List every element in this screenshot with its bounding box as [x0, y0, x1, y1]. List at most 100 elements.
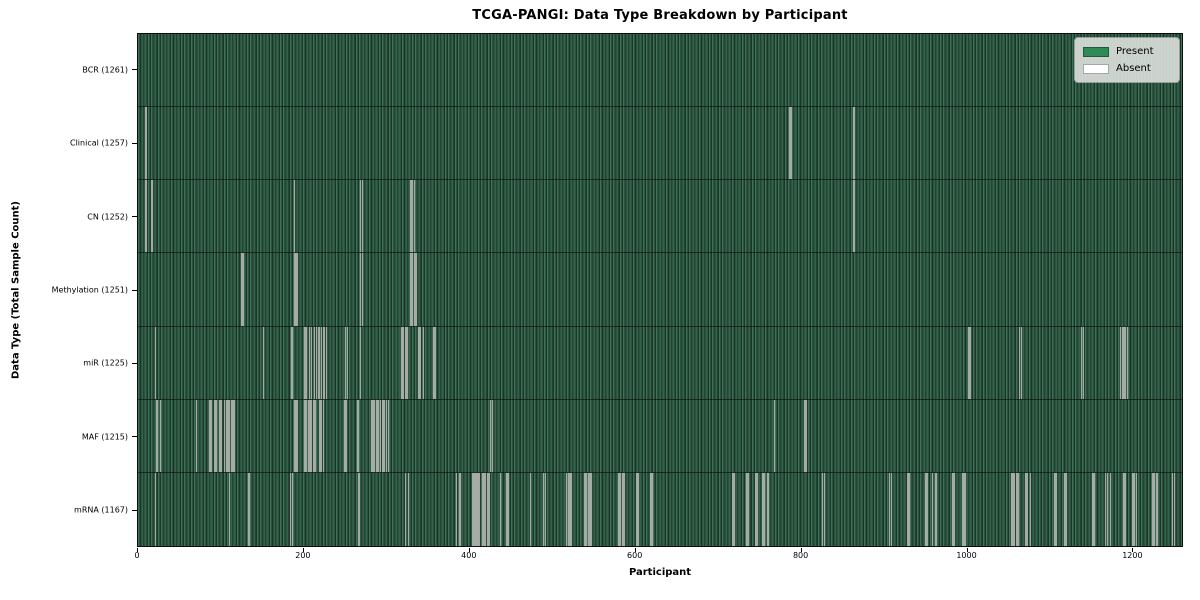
absent-line: [756, 472, 758, 546]
absent-line: [569, 472, 571, 546]
absent-line: [951, 472, 954, 546]
absent-line: [618, 472, 620, 546]
absent-line: [412, 253, 414, 326]
y-tick-mark: [132, 289, 137, 291]
absent-line: [788, 107, 791, 180]
absent-line: [763, 472, 766, 546]
row-mrna: [138, 472, 1182, 546]
absent-line: [1015, 472, 1017, 546]
absent-line: [584, 472, 586, 546]
y-tick-label: miR (1225): [83, 358, 128, 368]
absent-line: [1020, 326, 1022, 399]
legend-label-absent: Absent: [1116, 63, 1151, 74]
absent-line: [762, 472, 764, 546]
absent-line: [322, 399, 324, 472]
absent-line: [747, 472, 749, 546]
absent-line: [1026, 472, 1028, 546]
absent-line: [1152, 472, 1154, 546]
absent-line: [406, 326, 408, 399]
x-tick-label: 1200: [1122, 551, 1143, 560]
absent-line: [359, 326, 362, 399]
absent-line: [195, 399, 198, 472]
row-cn: [138, 180, 1182, 254]
absent-line: [805, 399, 807, 472]
absent-line: [319, 399, 321, 472]
y-tick-label: Methylation (1251): [51, 285, 128, 295]
x-tick-label: 600: [627, 551, 643, 560]
absent-line: [1091, 472, 1094, 546]
absent-line: [422, 326, 425, 399]
absent-line: [1105, 472, 1107, 546]
absent-line: [379, 399, 382, 472]
absent-line: [1024, 472, 1027, 546]
absent-line: [413, 180, 416, 253]
x-tick-label: 400: [461, 551, 477, 560]
row-maf: [138, 399, 1182, 473]
absent-line: [401, 326, 403, 399]
absent-line: [1010, 472, 1012, 546]
absent-line: [544, 472, 546, 546]
absent-line: [638, 472, 640, 546]
x-axis-label: Participant: [628, 567, 692, 578]
absent-line: [499, 472, 502, 546]
absent-line: [474, 472, 476, 546]
absent-line: [1013, 472, 1016, 546]
absent-line: [294, 399, 296, 472]
absent-line: [289, 472, 291, 546]
absent-line: [1172, 472, 1174, 546]
absent-line: [754, 472, 757, 546]
absent-line: [1153, 472, 1156, 546]
plot-area: [137, 33, 1183, 547]
row-methylation: [138, 253, 1182, 327]
absent-line: [803, 399, 806, 472]
absent-line: [1106, 472, 1109, 546]
absent-line: [215, 399, 218, 472]
absent-line: [931, 472, 934, 546]
absent-line: [410, 253, 412, 326]
absent-line: [890, 472, 892, 546]
absent-line: [491, 399, 493, 472]
absent-line: [1124, 472, 1127, 546]
absent-line: [853, 107, 855, 180]
absent-line: [229, 472, 231, 546]
absent-line: [567, 472, 570, 546]
absent-line: [320, 326, 323, 399]
absent-line: [314, 399, 316, 472]
absent-line: [1082, 326, 1085, 399]
absent-line: [925, 472, 927, 546]
absent-line: [344, 399, 346, 472]
absent-line: [1063, 472, 1065, 546]
absent-line: [888, 472, 891, 546]
absent-line: [907, 472, 909, 546]
legend-item-absent: Absent: [1083, 60, 1171, 77]
absent-line: [311, 399, 313, 472]
y-tick-mark: [132, 216, 137, 218]
absent-line: [1018, 326, 1021, 399]
absent-line: [415, 253, 417, 326]
absent-line: [388, 399, 390, 472]
absent-line: [745, 472, 748, 546]
absent-line: [773, 399, 776, 472]
absent-line: [472, 472, 474, 546]
absent-line: [486, 472, 488, 546]
absent-line: [619, 472, 622, 546]
absent-line: [313, 326, 315, 399]
absent-line: [323, 326, 325, 399]
absent-line: [412, 180, 414, 253]
absent-line: [410, 180, 412, 253]
absent-line: [542, 472, 545, 546]
row-mir: [138, 326, 1182, 400]
absent-line: [294, 253, 296, 326]
y-tick-label: BCR (1261): [82, 65, 128, 75]
absent-line: [156, 399, 158, 472]
absent-line: [506, 472, 508, 546]
absent-line: [731, 472, 733, 546]
absent-line: [908, 472, 911, 546]
absent-line: [1109, 472, 1112, 546]
absent-line: [968, 326, 970, 399]
legend-item-present: Present: [1083, 43, 1171, 60]
x-tick-mark: [1132, 548, 1134, 552]
absent-line: [346, 326, 349, 399]
absent-line: [345, 399, 348, 472]
